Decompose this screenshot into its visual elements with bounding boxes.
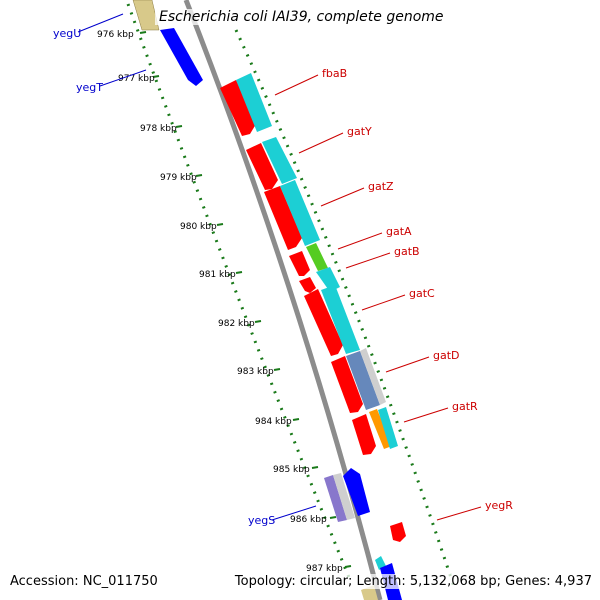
gene-label-yegT[interactable]: yegT [76,81,103,94]
gene-label-yegU[interactable]: yegU [53,27,81,40]
outer-ring-left [126,3,352,581]
gene-label-yegR[interactable]: yegR [485,499,513,512]
tick-label: 986 kbp [290,515,327,525]
gene-labels-left[interactable]: yegU yegT yegS [53,27,275,527]
tick-label: 984 kbp [255,417,292,427]
gene-labels-right[interactable]: fbaB gatY gatZ gatA gatB gatC gatD gatR … [322,67,513,512]
genome-summary: Topology: circular; Length: 5,132,068 bp… [234,574,592,589]
gene-label-gatZ[interactable]: gatZ [368,180,394,193]
accession-label: Accession: [10,574,79,589]
tick-label: 976 kbp [97,30,134,40]
genome-title: Escherichia coli IAI39, complete genome [155,9,448,25]
gene-gatY-feature[interactable] [246,143,278,190]
gene-yegU-feature[interactable] [132,0,160,31]
gene-label-fbaB[interactable]: fbaB [322,67,347,80]
leader-lines-right [274,74,482,521]
gene-gatC-feature[interactable] [304,289,343,356]
tick-label: 982 kbp [218,319,255,329]
features-forward[interactable] [236,73,398,449]
outer-ring-right [234,29,457,591]
gene-label-gatA[interactable]: gatA [386,225,412,238]
gene-gatD-feature[interactable] [331,356,363,413]
gene-gatR-feature[interactable] [352,414,376,455]
gene-gatA-feature[interactable] [289,251,310,276]
gene-yegS-feature[interactable] [390,522,406,542]
scale-ticks [139,31,352,568]
accession-value[interactable]: NC_011750 [82,574,158,589]
tick-label: 979 kbp [160,173,197,183]
tick-label: 978 kbp [140,124,177,134]
tick-label: 981 kbp [199,270,236,280]
tick-label: 985 kbp [273,465,310,475]
gene-label-yegS[interactable]: yegS [248,514,275,527]
gene-label-gatD[interactable]: gatD [433,349,460,362]
accession-info: Accession: NC_011750 [10,574,158,589]
gene-label-gatY[interactable]: gatY [347,125,372,138]
gene-gatB-feature[interactable] [299,277,316,293]
scale-tick-labels: 976 kbp 977 kbp 978 kbp 979 kbp 980 kbp … [97,30,343,574]
gene-yegT-feature[interactable] [160,28,203,86]
tick-label: 980 kbp [180,222,217,232]
gene-label-gatR[interactable]: gatR [452,400,478,413]
genome-backbone [183,0,383,600]
tick-label: 983 kbp [237,367,274,377]
gene-label-gatC[interactable]: gatC [409,287,435,300]
tick-label: 977 kbp [118,74,155,84]
tick-label: 987 kbp [306,564,343,574]
gene-gatZ-feature[interactable] [264,186,302,250]
leader-lines-left [77,13,317,521]
features-reverse[interactable] [132,0,406,542]
gene-label-gatB[interactable]: gatB [394,245,420,258]
gene-fbaB-feature[interactable] [220,80,256,136]
